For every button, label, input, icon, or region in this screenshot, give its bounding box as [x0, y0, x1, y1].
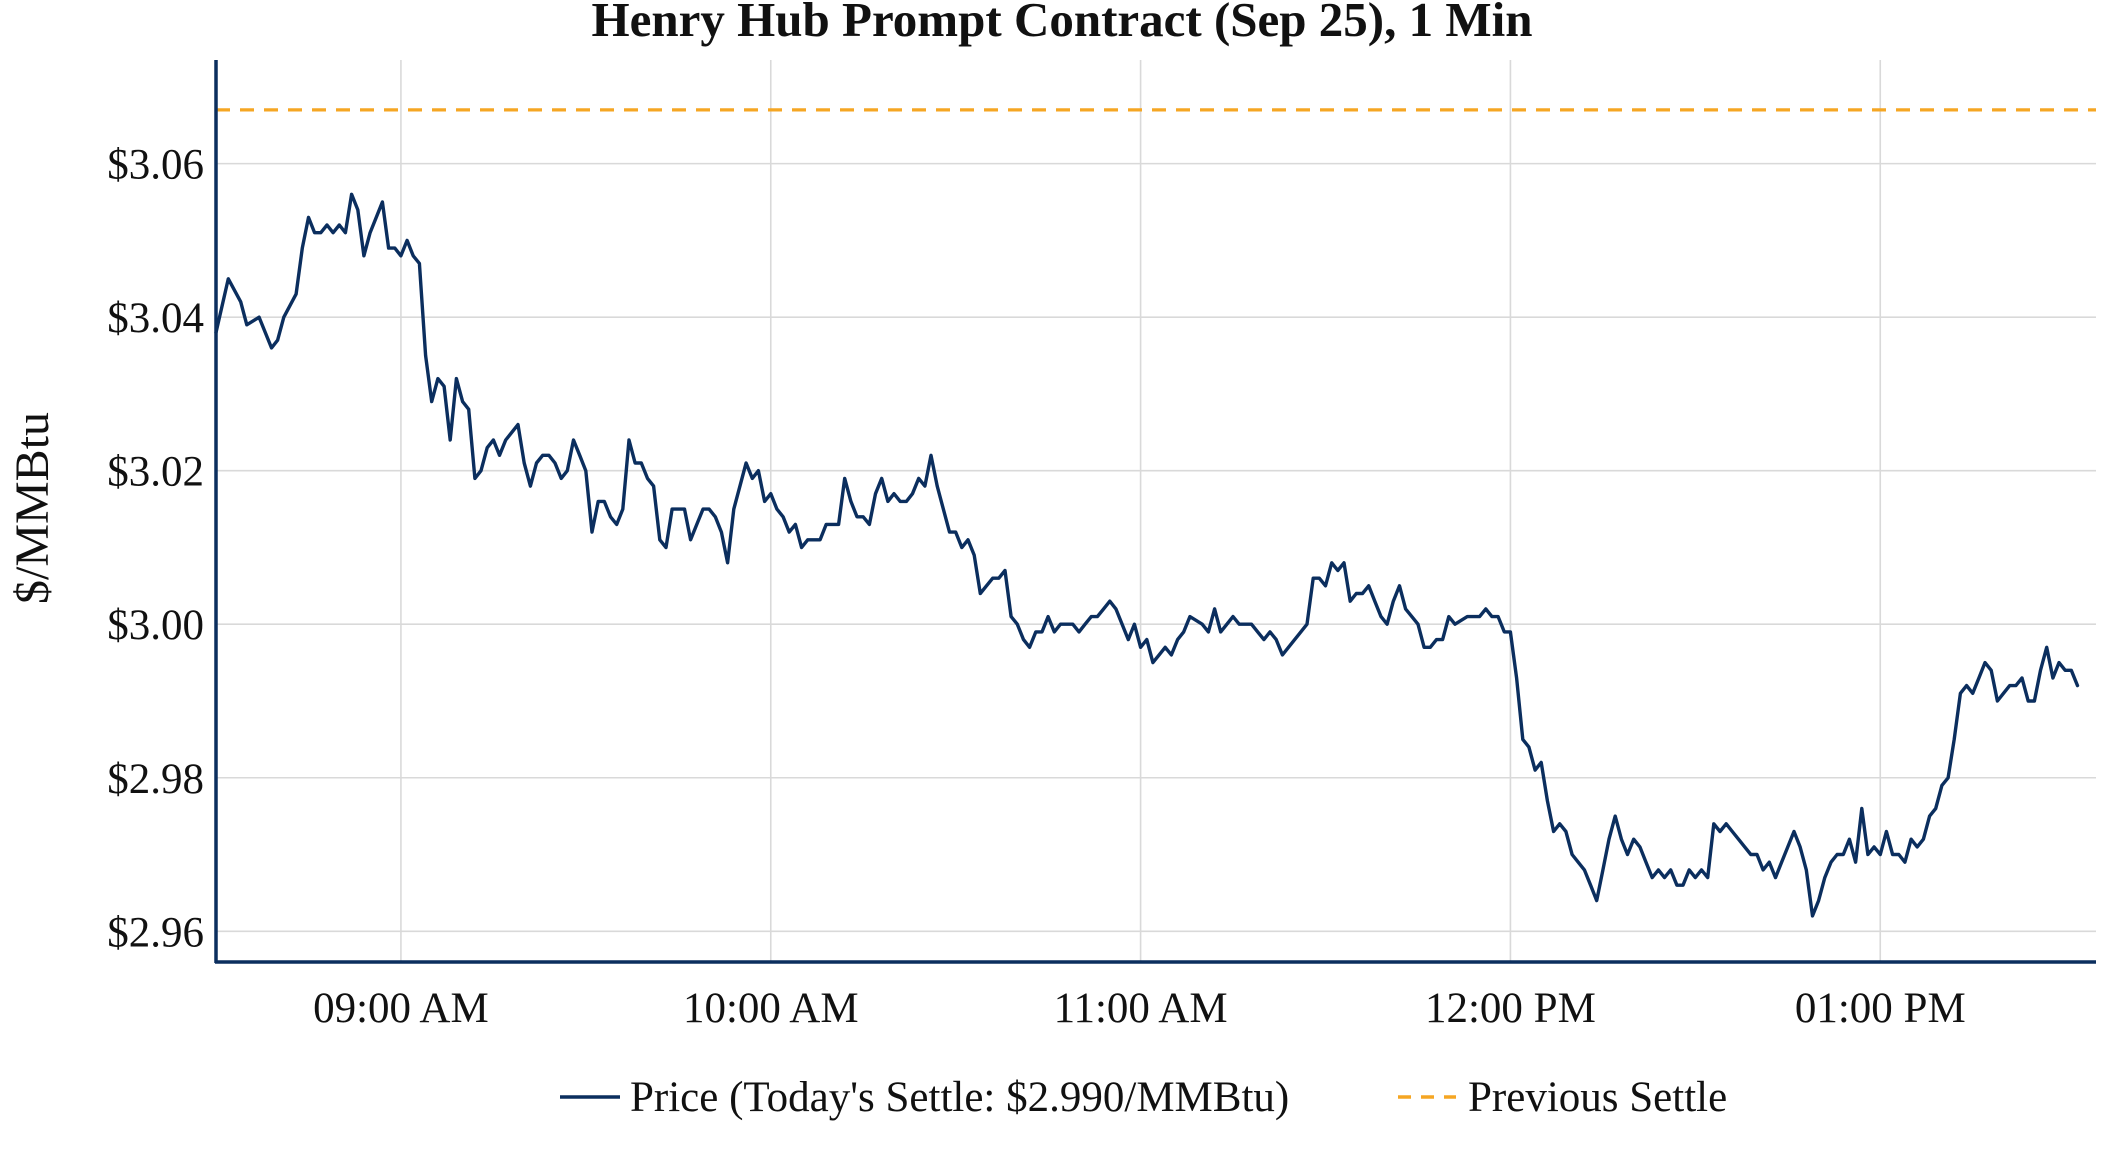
x-tick-label: 10:00 AM [683, 985, 859, 1032]
price-layer [214, 192, 2080, 918]
tick-labels-layer: $2.96 $2.98 $3.00 $3.02 $3.04 $3.06 09:00 AM 10… [107, 142, 1965, 1032]
grid-layer [216, 60, 2096, 962]
price-line [214, 192, 2080, 918]
y-tick-label: $3.06 [107, 142, 204, 189]
x-tick-label: 09:00 AM [313, 985, 489, 1032]
x-tick-label: 11:00 AM [1054, 985, 1228, 1032]
y-tick-label: $3.00 [107, 602, 204, 649]
y-tick-label: $2.98 [107, 756, 204, 803]
y-axis-label: $/MMBtu [6, 412, 59, 604]
legend-price-label: Price (Today's Settle: $2.990/MMBtu) [630, 1074, 1289, 1121]
legend: Price (Today's Settle: $2.990/MMBtu) Prev… [560, 1074, 1727, 1121]
axes-layer [214, 60, 2096, 964]
legend-settle-label: Previous Settle [1468, 1074, 1727, 1121]
x-tick-label: 01:00 PM [1795, 985, 1966, 1032]
x-tick-label: 12:00 PM [1425, 985, 1596, 1032]
chart-title: Henry Hub Prompt Contract (Sep 25), 1 Mi… [592, 0, 1533, 47]
y-tick-label: $3.02 [107, 449, 204, 496]
y-tick-label: $3.04 [107, 295, 204, 342]
y-tick-label: $2.96 [107, 909, 204, 956]
